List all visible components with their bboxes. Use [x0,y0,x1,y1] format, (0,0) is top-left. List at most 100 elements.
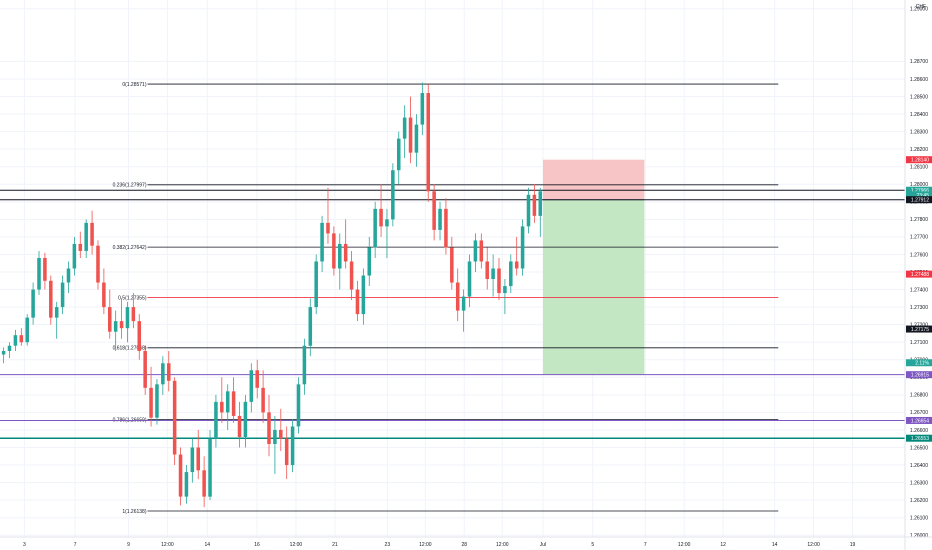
y-axis-tick-label: 1.26500 [910,445,928,451]
candle-body [113,321,118,332]
x-axis-tick-label: 9 [127,542,130,548]
candle-body [532,194,537,216]
candle-body [249,370,254,402]
x-axis-tick-label: 12:00 [290,542,303,548]
x-axis-tick-label: 7 [74,542,77,548]
y-axis-tick-label: 1.28300 [910,129,928,135]
fib-level-label: 0.236(1.27997) [113,183,147,189]
candle-body [426,93,431,192]
candle-body [361,275,366,315]
candle-body [208,438,212,497]
candle-body [467,261,472,297]
candle-body [243,401,248,437]
price-tag-label: 1.26553 [911,436,929,442]
y-axis-tick-label: 1.26600 [910,428,928,434]
fib-level-label: 0.618(1.27068) [113,346,147,352]
y-axis-tick-label: 1.26800 [910,393,928,399]
candle-body [66,268,71,283]
candle-body [131,307,136,322]
candle-body [461,296,466,311]
x-axis-tick-label: 21 [332,542,338,548]
y-axis-tick-label: 1.28100 [910,165,928,171]
y-axis-tick-label: 1.27800 [910,217,928,223]
candle-body [432,191,436,230]
candle-body [261,387,265,413]
candle-body [119,321,124,329]
candle-body [161,363,165,385]
price-tag-label: 1.27175 [911,327,929,333]
candle-body [166,363,171,381]
candle-body [320,222,324,262]
stop-loss-zone[interactable] [543,159,645,200]
y-axis-tick-label: 1.26200 [910,498,928,504]
y-axis-tick-label: 1.28000 [910,182,928,188]
candle-body [190,447,195,473]
x-axis-tick-label: 12:00 [807,542,820,548]
x-axis-tick-label: 12:00 [496,542,509,548]
candle-body [538,191,543,216]
price-tag-label: 1.27912 [911,198,929,204]
price-tag [906,186,932,194]
x-axis-tick-label: 14 [772,542,778,548]
candle-body [196,447,201,471]
x-axis-tick-label: 3 [23,542,26,548]
candle-body [255,370,259,388]
y-axis-tick-label: 1.28500 [910,94,928,100]
candle-body [450,247,454,283]
price-tag [906,434,932,442]
candle-body [349,261,354,290]
candle-body [72,243,77,269]
candle-body [491,268,495,280]
candle-body [1,350,6,355]
x-axis-tick-label: 23 [385,542,391,548]
y-axis-tick-label: 1.27100 [910,340,928,346]
candle-body [326,222,330,234]
y-axis-tick-label: 1.28400 [910,112,928,118]
y-axis-tick-label: 1.28700 [910,59,928,65]
candle-body [526,194,531,227]
candle-body [102,282,106,308]
price-tag-label: 1.26915 [911,372,929,378]
x-axis-tick-label: 19 [850,542,856,548]
y-axis-tick-label: 1.27700 [910,235,928,241]
candle-body [214,401,218,439]
candle-body [514,261,519,269]
fib-level-label: 1(1.26138) [122,509,147,515]
candle-body [302,345,307,385]
x-axis-tick-label: 14 [204,542,210,548]
x-axis-tick-label: 5 [591,542,594,548]
candle-body [31,289,35,318]
candle-body [60,282,65,308]
price-tag [906,270,932,278]
price-tag [906,325,932,333]
candle-body [373,208,377,248]
candle-body [391,170,395,220]
y-axis-tick-label: 1.26300 [910,480,928,486]
price-tag [906,196,932,204]
price-tag-label: 1.26654 [911,418,929,424]
x-axis-tick-label: 12:00 [419,542,432,548]
y-axis-tick-label: 1.27300 [910,305,928,311]
x-axis-tick-label: Jul [540,542,546,548]
candle-body [125,307,130,329]
candle-body [343,243,348,262]
candle-body [178,454,183,497]
candle-body [290,426,295,466]
price-tag [906,359,932,367]
y-axis-tick-label: 1.28200 [910,147,928,153]
candle-body [408,117,413,153]
take-profit-zone[interactable] [543,199,645,375]
candle-body [420,93,425,125]
candle-body [338,243,342,269]
candle-body [267,412,271,444]
candle-body [202,470,206,497]
candle-body [438,208,442,230]
candle-body [396,138,401,171]
y-axis-tick-label: 1.26700 [910,410,928,416]
candle-body [19,335,24,343]
price-tag-label: 1.27488 [911,272,929,278]
candle-body [184,472,189,497]
candle-body [90,222,94,246]
price-tag [906,371,932,379]
